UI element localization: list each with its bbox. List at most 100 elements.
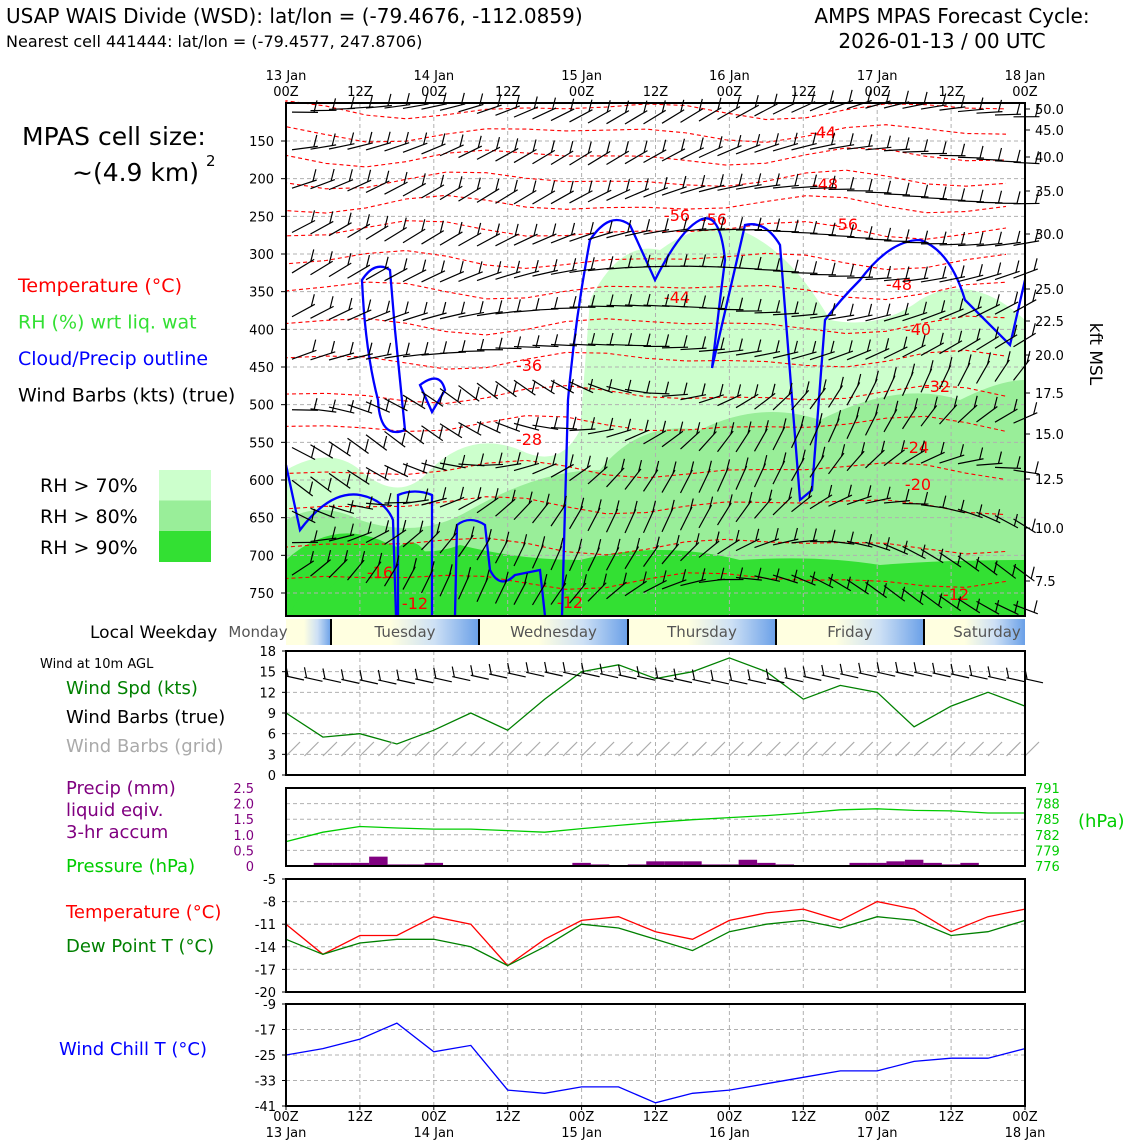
wind-barb-flag xyxy=(534,259,539,273)
wind-barb-flag xyxy=(923,139,929,152)
wind-barb xyxy=(532,149,556,165)
wind-barb-flag xyxy=(812,220,818,234)
wind-barb-flag xyxy=(775,258,781,271)
top-time-label: 00Z xyxy=(569,85,595,100)
wind-barb-flag xyxy=(646,254,651,267)
wind-barb xyxy=(932,672,951,678)
wind-barb-flag xyxy=(698,98,703,112)
wind-barb-flag xyxy=(458,176,463,189)
wind-barb-flag xyxy=(505,531,510,544)
wind-barb-flag xyxy=(942,266,947,279)
wind-barb xyxy=(791,495,813,513)
wind-barb-flag xyxy=(728,669,732,681)
wind-barb-flag xyxy=(359,669,363,681)
wind-barb-flag xyxy=(933,396,938,409)
wind-barb xyxy=(470,674,489,680)
wind-barb xyxy=(1024,678,1044,684)
height-tick-label: 10.0 xyxy=(1035,522,1064,537)
cloud-outline xyxy=(560,217,1027,617)
wind-barb-flag xyxy=(747,669,751,680)
wind-barb-flag xyxy=(310,294,315,307)
wind-barb xyxy=(328,406,355,414)
wind-barb xyxy=(495,233,519,247)
wind-barb xyxy=(661,148,686,162)
bottom-date-label: 13 Jan xyxy=(266,1126,307,1140)
wind-barb-flag xyxy=(569,454,574,467)
wind-barb-flag xyxy=(1013,291,1019,305)
wind-barb-flag xyxy=(654,667,659,678)
wind-barb-flag xyxy=(885,537,890,550)
wind-barb-flag xyxy=(562,662,566,673)
precip-bar xyxy=(904,859,924,866)
wind-barb-grid xyxy=(562,741,578,757)
wind-barb-flag xyxy=(708,496,714,509)
wind-barb-flag xyxy=(367,299,372,312)
bottom-time-label: 00Z xyxy=(717,1110,743,1125)
wind-barb-flag xyxy=(553,416,558,429)
wind-barb xyxy=(606,429,632,438)
wind-barb-flag xyxy=(719,383,724,397)
wind-barb xyxy=(698,228,725,232)
wind-barb xyxy=(347,353,373,361)
wind-barb xyxy=(365,434,388,451)
wind-barb-flag xyxy=(794,219,799,232)
top-date-label: 18 Jan xyxy=(1005,69,1046,84)
wind-barb xyxy=(827,418,840,443)
wind-barb-flag xyxy=(627,333,633,346)
wind-barb xyxy=(754,311,781,314)
wind-barb-flag xyxy=(903,540,908,553)
wind-barb xyxy=(976,242,1003,247)
wind-barb-flag xyxy=(857,373,862,387)
wind-barb xyxy=(735,184,762,190)
wind-barb-grid xyxy=(655,741,670,757)
wind-barb xyxy=(735,538,760,552)
wind-barb xyxy=(987,675,1007,681)
top-time-label: 12Z xyxy=(643,85,669,100)
wind-barb xyxy=(458,145,483,159)
wind-barb-grid xyxy=(618,741,633,757)
wind-barb-flag xyxy=(822,379,827,392)
wind-barb xyxy=(421,230,445,245)
height-tick-label: 50.0 xyxy=(1035,103,1064,118)
wind-barb xyxy=(680,185,706,194)
wind-barb-flag xyxy=(626,418,632,431)
wind-barb-flag xyxy=(421,394,426,407)
wind-barb xyxy=(365,310,391,322)
wind-barb xyxy=(920,451,945,464)
wind-barb-grid xyxy=(728,741,744,757)
wind-barb-grid xyxy=(821,741,837,757)
wind-barb-flag xyxy=(368,94,374,108)
wind-barb xyxy=(791,272,818,274)
wind-barb xyxy=(698,540,720,558)
precip-bar xyxy=(332,862,351,866)
wind-barb-flag xyxy=(528,491,533,504)
wind-barb xyxy=(532,269,558,277)
wind-barb xyxy=(840,673,859,679)
wind-barb-flag xyxy=(874,370,879,383)
wind-barb-flag xyxy=(1030,566,1035,579)
wind-barb-flag xyxy=(384,256,389,269)
wind-barb-flag xyxy=(478,261,483,274)
wind-barb xyxy=(772,496,793,516)
wind-barb-flag xyxy=(1032,289,1037,302)
wind-barb xyxy=(846,450,865,472)
wind-barb xyxy=(291,145,318,151)
wind-barb xyxy=(624,580,647,597)
wind-barb-flag xyxy=(664,294,670,307)
wind-barb xyxy=(939,243,966,246)
wind-barb xyxy=(994,334,1018,349)
wind-barb xyxy=(384,267,408,282)
wind-barb-flag xyxy=(975,598,981,611)
wind-barb xyxy=(291,179,317,189)
wind-barb xyxy=(717,105,741,121)
wind-barb-flag xyxy=(498,300,503,313)
wind-barb xyxy=(569,232,595,242)
wind-barb xyxy=(920,196,947,200)
wind-barb xyxy=(975,360,990,384)
wind-barb xyxy=(883,346,908,359)
wind-barb xyxy=(384,311,410,322)
pressure-tick-label: 600 xyxy=(249,474,274,489)
wind-barb-flag xyxy=(960,231,966,245)
wind-barb-flag xyxy=(516,452,521,465)
wind-barb xyxy=(384,142,410,152)
